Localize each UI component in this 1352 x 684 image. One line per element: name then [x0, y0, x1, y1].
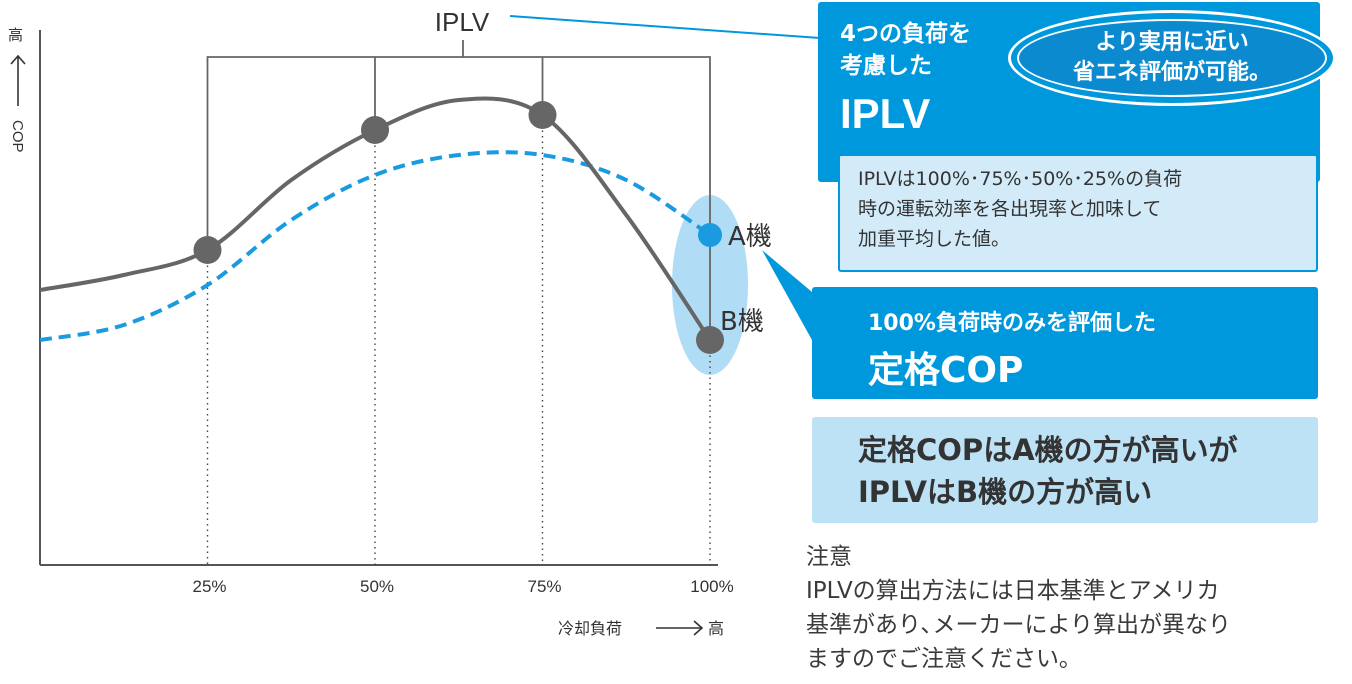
- practical-evaluation-badge-inner: より実用に近い 省エネ評価が可能。: [1017, 19, 1327, 97]
- y-axis-title: COP: [9, 120, 26, 153]
- note-line1: IPLVの算出方法には日本基準とアメリカ: [806, 578, 1220, 604]
- iplv-bracket: [206, 56, 711, 340]
- x-tick-label: 100%: [690, 577, 733, 596]
- iplv-callout-pointer: [509, 15, 821, 39]
- comparison-summary: 定格COPはA機の方が高いが IPLVはB機の方が高い: [812, 417, 1318, 523]
- series-b-point: [193, 236, 222, 264]
- note-heading: 注意: [806, 544, 852, 570]
- rated-cop-heading: 定格COP: [868, 350, 1024, 391]
- series-a-point: [698, 223, 722, 247]
- rated-cop-pointer: [762, 250, 812, 340]
- iplv-callout-title-line2: 考慮した: [840, 53, 932, 79]
- comparison-line2: IPLVはB機の方が高い: [858, 475, 1153, 509]
- iplv-bracket-label: IPLV: [435, 7, 490, 37]
- series-b-point: [361, 116, 389, 144]
- series-b-point: [696, 326, 724, 354]
- x-axis-title: 冷却負荷: [558, 619, 622, 638]
- iplv-callout-heading: IPLV: [840, 90, 931, 137]
- x-axis-arrow-head: [693, 620, 704, 636]
- y-axis-label-group: 高 COP: [8, 26, 26, 153]
- x-tick-label: 75%: [527, 577, 561, 596]
- series-b-label: B機: [720, 307, 764, 337]
- iplv-description-line2: 時の運転効率を各出現率と加味して: [858, 198, 1162, 220]
- badge-line1: より実用に近い: [1095, 30, 1249, 55]
- note-block: 注意 IPLVの算出方法には日本基準とアメリカ 基準があり､メーカーにより算出が…: [806, 540, 1326, 676]
- rated-cop-line1: 100%負荷時のみを評価した: [868, 311, 1156, 336]
- badge-line2: 省エネ評価が可能。: [1072, 60, 1271, 85]
- note-line2: 基準があり､メーカーにより算出が異なり: [806, 612, 1232, 638]
- y-axis-arrow-head: [10, 54, 26, 65]
- x-axis-arrow-end-label: 高: [708, 619, 724, 638]
- iplv-callout-title-line1: 4つの負荷を: [840, 21, 972, 47]
- rated-cop-callout: 100%負荷時のみを評価した 定格COP: [812, 287, 1318, 399]
- iplv-description: IPLVは100%･75%･50%･25%の負荷 時の運転効率を各出現率と加味し…: [838, 154, 1318, 272]
- series-line-a: [39, 150, 712, 342]
- iplv-description-line3: 加重平均した値。: [858, 228, 1011, 250]
- y-axis-arrow-end-label: 高: [8, 26, 23, 44]
- iplv-description-line1: IPLVは100%･75%･50%･25%の負荷: [858, 168, 1183, 190]
- note-line3: ますのでご注意ください｡: [806, 646, 1071, 672]
- practical-evaluation-badge: より実用に近い 省エネ評価が可能。: [1008, 10, 1336, 106]
- comparison-line1: 定格COPはA機の方が高いが: [858, 433, 1238, 467]
- series-b-point: [528, 101, 557, 129]
- x-tick-label: 50%: [360, 577, 394, 596]
- series-a-label: A機: [728, 222, 772, 252]
- x-tick-label: 25%: [192, 577, 226, 596]
